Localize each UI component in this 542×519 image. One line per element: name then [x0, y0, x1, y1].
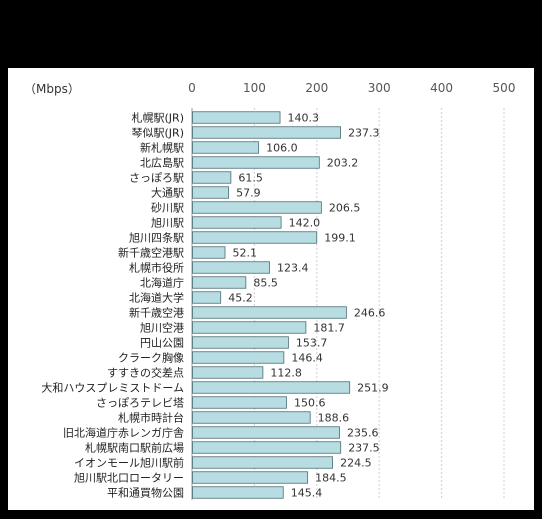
value-label-24: 224.5: [340, 457, 372, 470]
value-label-22: 235.6: [347, 427, 379, 440]
bar-13: [192, 291, 222, 304]
x-tick-300: 300: [368, 81, 391, 95]
bar-2: [192, 126, 341, 139]
category-label-8: 旭川駅: [151, 216, 184, 230]
bar-26: [192, 486, 284, 499]
category-label-24: イオンモール旭川駅前: [74, 456, 184, 470]
bar-6: [192, 186, 230, 199]
value-label-10: 52.1: [233, 247, 258, 260]
bar-14: [192, 306, 347, 319]
category-label-6: 大通駅: [151, 186, 184, 200]
category-label-1: 札幌駅(JR): [132, 111, 184, 125]
bar-1: [192, 111, 281, 124]
value-label-7: 206.5: [329, 202, 361, 215]
category-label-10: 新千歳空港駅: [118, 246, 184, 260]
bar-25: [192, 471, 309, 484]
x-tick-labels: 0 100 200 300 400 500: [188, 81, 515, 95]
grid-lines: [191, 108, 505, 500]
bar-4: [192, 156, 320, 169]
value-label-2: 237.3: [348, 127, 380, 140]
x-tick-400: 400: [430, 81, 453, 95]
category-label-19: 大和ハウスプレミストドーム: [41, 381, 184, 395]
value-label-1: 140.3: [288, 112, 320, 125]
category-label-18: すすきの交差点: [107, 366, 184, 380]
category-label-17: クラーク胸像: [118, 351, 184, 365]
bar-22: [192, 426, 340, 439]
x-tick-500: 500: [493, 81, 516, 95]
value-label-9: 199.1: [324, 232, 356, 245]
bar-16: [192, 336, 289, 349]
value-label-6: 57.9: [236, 187, 260, 200]
category-label-22: 旧北海道庁赤レンガ庁舎: [63, 426, 184, 440]
category-label-23: 札幌駅南口駅前広場: [85, 441, 184, 455]
bar-17: [192, 351, 285, 364]
x-tick-200: 200: [305, 81, 328, 95]
chart-panel: （Mbps） 0 100 200 300 400 500 札幌駅(JR) 琴似駅(JR) 新札…: [8, 68, 534, 510]
bar-21: [192, 411, 311, 424]
category-label-12: 北海道庁: [140, 276, 184, 290]
category-label-26: 平和通買物公園: [107, 486, 184, 500]
value-label-18: 112.8: [270, 367, 302, 380]
value-label-15: 181.7: [313, 322, 345, 335]
bar-12: [192, 276, 247, 289]
category-label-7: 砂川駅: [151, 202, 184, 215]
bar-3: [192, 141, 260, 154]
value-label-16: 153.7: [296, 337, 328, 350]
value-label-26: 145.4: [291, 487, 323, 500]
bar-19: [192, 381, 351, 394]
value-label-20: 150.6: [294, 397, 326, 410]
category-label-9: 旭川四条駅: [129, 231, 184, 245]
bar-18: [192, 366, 264, 379]
bars: [192, 111, 351, 499]
bar-24: [192, 456, 333, 469]
value-labels: 140.3 237.3 106.0 203.2 61.5 57.9 206.5 142.019…: [228, 112, 388, 500]
category-labels: 札幌駅(JR) 琴似駅(JR)新札幌駅北広島駅さっぽろ駅大通駅砂川駅旭川駅旭川四条…: [41, 111, 184, 500]
value-label-17: 146.4: [291, 352, 323, 365]
value-label-25: 184.5: [315, 472, 347, 485]
bar-8: [192, 216, 282, 229]
value-label-19: 251.9: [357, 382, 389, 395]
category-label-14: 新千歳空港: [129, 306, 184, 320]
value-label-11: 123.4: [277, 262, 309, 275]
value-label-23: 237.5: [348, 442, 380, 455]
value-label-5: 61.5: [238, 172, 263, 185]
category-label-21: 札幌市時計台: [118, 411, 184, 425]
category-label-5: さっぽろ駅: [129, 172, 184, 185]
bar-chart: （Mbps） 0 100 200 300 400 500 札幌駅(JR) 琴似駅(JR)新札…: [24, 81, 515, 500]
bar-9: [192, 231, 318, 244]
value-label-13: 45.2: [228, 292, 253, 305]
bar-11: [192, 261, 270, 274]
category-label-3: 新札幌駅: [140, 141, 184, 155]
category-label-16: 円山公園: [140, 337, 184, 350]
bar-15: [192, 321, 307, 334]
bar-5: [192, 171, 232, 184]
value-label-12: 85.5: [253, 277, 277, 290]
bar-23: [192, 441, 342, 454]
value-label-14: 246.6: [354, 307, 386, 320]
value-label-3: 106.0: [266, 142, 298, 155]
value-label-21: 188.6: [318, 412, 350, 425]
category-label-4: 北広島駅: [140, 156, 184, 170]
value-label-8: 142.0: [289, 217, 321, 230]
category-label-2: 琴似駅(JR): [132, 127, 184, 140]
category-label-15: 旭川空港: [140, 321, 184, 335]
category-label-11: 札幌市役所: [129, 261, 184, 275]
bar-20: [192, 396, 287, 409]
category-label-13: 北海道大学: [129, 291, 184, 305]
x-tick-0: 0: [188, 81, 196, 95]
category-label-25: 旭川駅北口ロータリー: [74, 471, 184, 485]
bar-10: [192, 246, 226, 259]
x-tick-100: 100: [243, 81, 266, 95]
bar-7: [192, 201, 322, 214]
category-label-20: さっぽろテレビ塔: [96, 397, 184, 410]
value-label-4: 203.2: [327, 157, 359, 170]
unit-label: （Mbps）: [24, 82, 80, 96]
